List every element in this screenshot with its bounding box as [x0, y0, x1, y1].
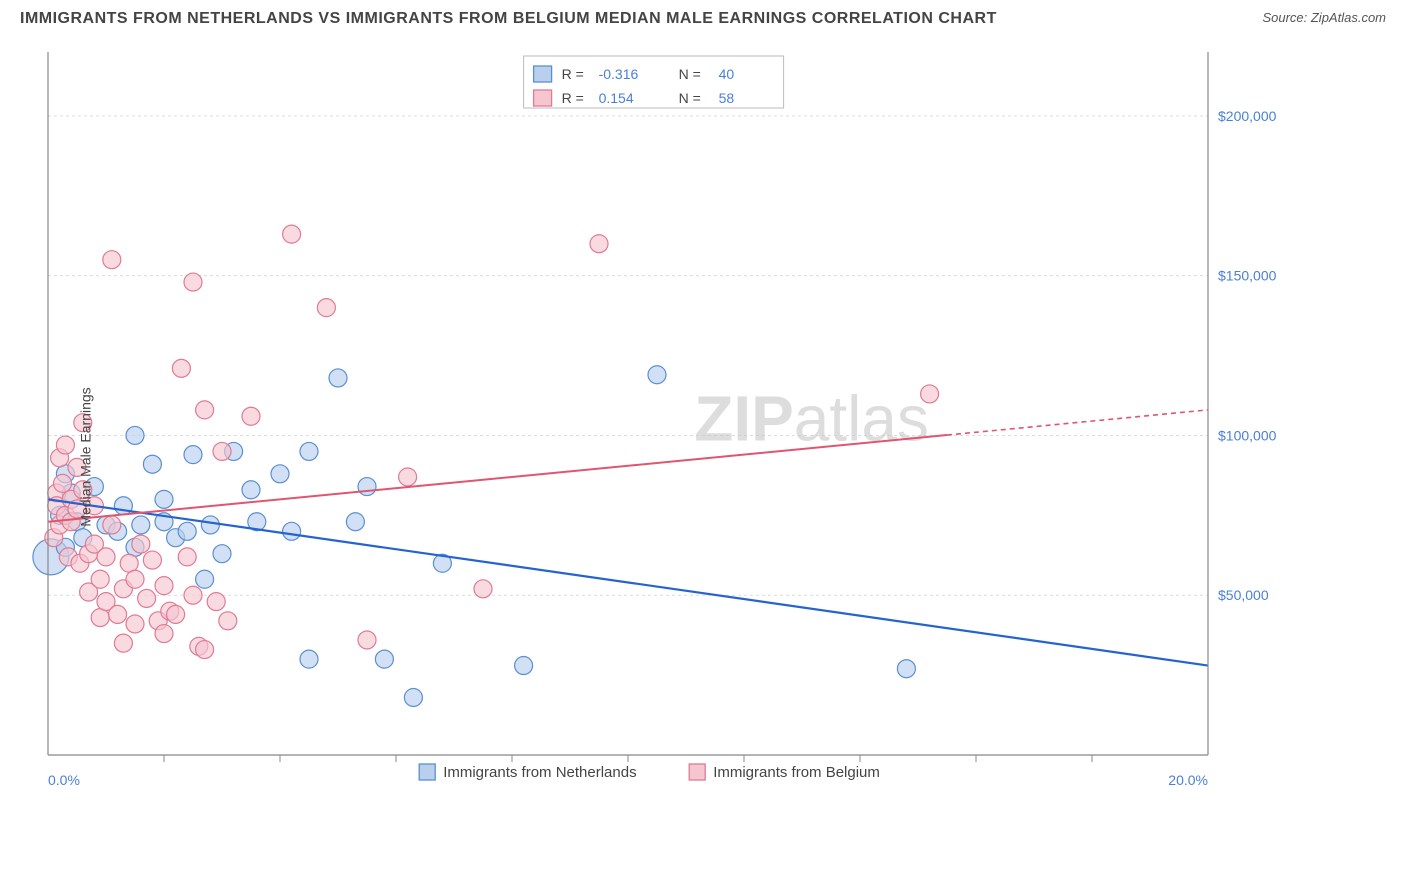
scatter-point — [358, 478, 376, 496]
scatter-point — [242, 407, 260, 425]
scatter-point — [201, 516, 219, 534]
scatter-point — [196, 570, 214, 588]
scatter-point — [329, 369, 347, 387]
scatter-point — [346, 513, 364, 531]
scatter-point — [155, 625, 173, 643]
scatter-point — [196, 641, 214, 659]
y-tick-label: $200,000 — [1218, 108, 1277, 124]
scatter-point — [283, 225, 301, 243]
legend-r-label: R = — [562, 90, 584, 106]
scatter-point — [178, 548, 196, 566]
trend-line-dashed — [947, 410, 1208, 435]
scatter-point — [126, 426, 144, 444]
legend-r-value: -0.316 — [599, 66, 639, 82]
scatter-point — [184, 273, 202, 291]
x-tick-label: 0.0% — [48, 772, 80, 788]
scatter-point — [648, 366, 666, 384]
scatter-point — [126, 615, 144, 633]
legend-r-label: R = — [562, 66, 584, 82]
scatter-point — [103, 251, 121, 269]
legend-n-value: 40 — [719, 66, 735, 82]
scatter-point — [54, 474, 72, 492]
scatter-point — [271, 465, 289, 483]
legend-r-value: 0.154 — [599, 90, 634, 106]
legend-swatch — [534, 90, 552, 106]
legend-series-label: Immigrants from Belgium — [713, 764, 880, 781]
scatter-point — [138, 589, 156, 607]
y-axis-label: Median Male Earnings — [78, 387, 94, 526]
scatter-point — [921, 385, 939, 403]
scatter-point — [242, 481, 260, 499]
scatter-point — [590, 235, 608, 253]
scatter-point — [399, 468, 417, 486]
scatter-point — [178, 522, 196, 540]
scatter-point — [126, 570, 144, 588]
x-tick-label: 20.0% — [1168, 772, 1208, 788]
scatter-point — [56, 436, 74, 454]
scatter-point — [474, 580, 492, 598]
scatter-point — [213, 442, 231, 460]
scatter-point — [91, 570, 109, 588]
legend-swatch — [419, 764, 435, 780]
scatter-point — [300, 650, 318, 668]
scatter-point — [515, 657, 533, 675]
scatter-point — [91, 609, 109, 627]
scatter-point — [300, 442, 318, 460]
scatter-point — [143, 551, 161, 569]
legend-n-label: N = — [679, 90, 701, 106]
scatter-point — [172, 359, 190, 377]
scatter-point — [97, 548, 115, 566]
scatter-point — [404, 688, 422, 706]
trend-line — [48, 435, 947, 522]
scatter-point — [155, 577, 173, 595]
y-tick-label: $150,000 — [1218, 268, 1277, 284]
source-label: Source: ZipAtlas.com — [1262, 10, 1386, 25]
scatter-point — [317, 299, 335, 317]
correlation-scatter-chart: $50,000 $100,000 $150,000 $200,000 ZIPatlas 0… — [18, 40, 1298, 810]
scatter-point — [114, 634, 132, 652]
scatter-point — [375, 650, 393, 668]
scatter-point — [283, 522, 301, 540]
scatter-point — [132, 535, 150, 553]
bottom-legend: Immigrants from Netherlands Immigrants fr… — [419, 764, 880, 781]
legend-swatch — [534, 66, 552, 82]
scatter-point — [143, 455, 161, 473]
watermark: ZIPatlas — [694, 382, 929, 454]
trend-line — [48, 499, 1208, 665]
legend-series-label: Immigrants from Netherlands — [443, 764, 636, 781]
scatter-point — [184, 446, 202, 464]
scatter-point — [184, 586, 202, 604]
scatter-point — [213, 545, 231, 563]
scatter-point — [207, 593, 225, 611]
scatter-point — [132, 516, 150, 534]
scatter-point — [358, 631, 376, 649]
scatter-point — [219, 612, 237, 630]
scatter-point — [155, 490, 173, 508]
legend-swatch — [689, 764, 705, 780]
scatter-point — [120, 554, 138, 572]
y-tick-label: $100,000 — [1218, 427, 1277, 443]
legend-n-value: 58 — [719, 90, 735, 106]
scatter-point — [196, 401, 214, 419]
chart-title: IMMIGRANTS FROM NETHERLANDS VS IMMIGRANT… — [20, 10, 997, 28]
y-tick-label: $50,000 — [1218, 587, 1269, 603]
scatter-point — [167, 605, 185, 623]
scatter-point — [103, 516, 121, 534]
legend-n-label: N = — [679, 66, 701, 82]
scatter-point — [109, 605, 127, 623]
scatter-point — [897, 660, 915, 678]
